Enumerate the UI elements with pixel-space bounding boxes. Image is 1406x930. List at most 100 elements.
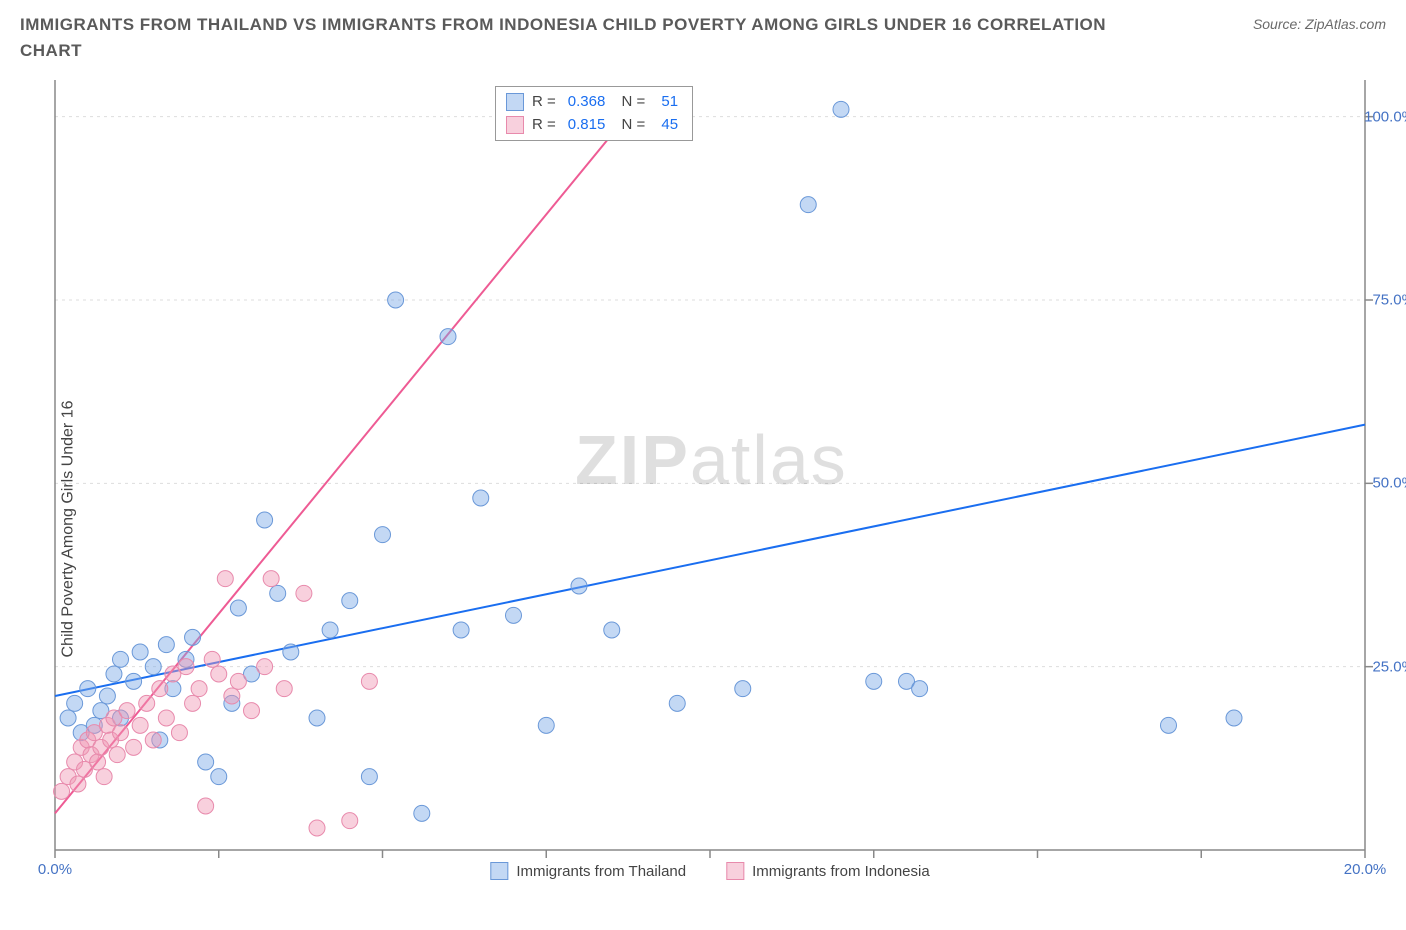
y-tick-label: 75.0% <box>1372 292 1406 309</box>
legend-item: Immigrants from Indonesia <box>726 862 930 880</box>
scatter-point <box>204 651 220 667</box>
scatter-point <box>132 644 148 660</box>
scatter-point <box>270 585 286 601</box>
scatter-point <box>309 710 325 726</box>
scatter-point <box>342 593 358 609</box>
scatter-point <box>60 710 76 726</box>
scatter-point <box>230 673 246 689</box>
scatter-point <box>113 651 129 667</box>
scatter-point <box>263 571 279 587</box>
scatter-point <box>211 666 227 682</box>
scatter-point <box>171 725 187 741</box>
scatter-point <box>800 197 816 213</box>
r-label: R = <box>532 91 556 114</box>
scatter-point <box>375 527 391 543</box>
legend-label: Immigrants from Thailand <box>516 863 686 880</box>
scatter-point <box>257 659 273 675</box>
scatter-point <box>191 681 207 697</box>
scatter-point <box>198 754 214 770</box>
scatter-point <box>866 673 882 689</box>
scatter-point <box>145 732 161 748</box>
series-legend: Immigrants from Thailand Immigrants from … <box>490 862 929 880</box>
scatter-point <box>388 292 404 308</box>
legend-row: R = 0.815 N = 45 <box>506 114 682 137</box>
scatter-point <box>126 739 142 755</box>
chart-area: Child Poverty Among Girls Under 16 ZIPat… <box>55 80 1365 850</box>
x-tick-label: 20.0% <box>1344 861 1387 878</box>
scatter-point <box>113 725 129 741</box>
chart-title: IMMIGRANTS FROM THAILAND VS IMMIGRANTS F… <box>20 12 1120 63</box>
scatter-point <box>473 490 489 506</box>
scatter-point <box>571 578 587 594</box>
scatter-point <box>198 798 214 814</box>
scatter-point <box>158 637 174 653</box>
scatter-point <box>109 747 125 763</box>
correlation-legend: R = 0.368 N = 51 R = 0.815 N = 45 <box>495 86 693 141</box>
scatter-point <box>145 659 161 675</box>
scatter-point <box>99 688 115 704</box>
scatter-point <box>230 600 246 616</box>
legend-swatch <box>506 116 524 134</box>
scatter-point <box>276 681 292 697</box>
legend-label: Immigrants from Indonesia <box>752 863 930 880</box>
y-tick-label: 25.0% <box>1372 658 1406 675</box>
scatter-point <box>1161 717 1177 733</box>
scatter-point <box>361 769 377 785</box>
legend-row: R = 0.368 N = 51 <box>506 91 682 114</box>
scatter-point <box>453 622 469 638</box>
scatter-point <box>70 776 86 792</box>
scatter-point <box>342 813 358 829</box>
scatter-point <box>67 695 83 711</box>
scatter-plot <box>55 80 1365 850</box>
n-value: 45 <box>653 114 682 137</box>
scatter-point <box>132 717 148 733</box>
n-value: 51 <box>653 91 682 114</box>
source-label: Source: ZipAtlas.com <box>1253 16 1386 32</box>
scatter-point <box>152 681 168 697</box>
legend-swatch <box>506 93 524 111</box>
scatter-point <box>669 695 685 711</box>
scatter-point <box>119 703 135 719</box>
scatter-point <box>440 329 456 345</box>
y-tick-label: 50.0% <box>1372 475 1406 492</box>
scatter-point <box>735 681 751 697</box>
scatter-point <box>217 571 233 587</box>
legend-swatch <box>726 862 744 880</box>
scatter-point <box>414 805 430 821</box>
r-value: 0.815 <box>564 114 610 137</box>
y-tick-label: 100.0% <box>1364 108 1406 125</box>
scatter-point <box>257 512 273 528</box>
scatter-point <box>185 629 201 645</box>
scatter-point <box>178 659 194 675</box>
scatter-point <box>912 681 928 697</box>
r-value: 0.368 <box>564 91 610 114</box>
scatter-point <box>309 820 325 836</box>
scatter-point <box>90 754 106 770</box>
scatter-point <box>322 622 338 638</box>
scatter-point <box>244 703 260 719</box>
scatter-point <box>538 717 554 733</box>
scatter-point <box>54 783 70 799</box>
r-label: R = <box>532 114 556 137</box>
n-label: N = <box>617 114 645 137</box>
scatter-point <box>185 695 201 711</box>
scatter-point <box>158 710 174 726</box>
scatter-point <box>506 607 522 623</box>
header: IMMIGRANTS FROM THAILAND VS IMMIGRANTS F… <box>20 12 1386 63</box>
legend-swatch <box>490 862 508 880</box>
scatter-point <box>833 101 849 117</box>
scatter-point <box>1226 710 1242 726</box>
scatter-point <box>361 673 377 689</box>
legend-item: Immigrants from Thailand <box>490 862 686 880</box>
n-label: N = <box>617 91 645 114</box>
scatter-point <box>139 695 155 711</box>
scatter-point <box>96 769 112 785</box>
scatter-point <box>296 585 312 601</box>
scatter-point <box>224 688 240 704</box>
scatter-point <box>126 673 142 689</box>
scatter-point <box>80 681 96 697</box>
x-tick-label: 0.0% <box>38 861 72 878</box>
scatter-point <box>211 769 227 785</box>
scatter-point <box>106 666 122 682</box>
scatter-point <box>283 644 299 660</box>
